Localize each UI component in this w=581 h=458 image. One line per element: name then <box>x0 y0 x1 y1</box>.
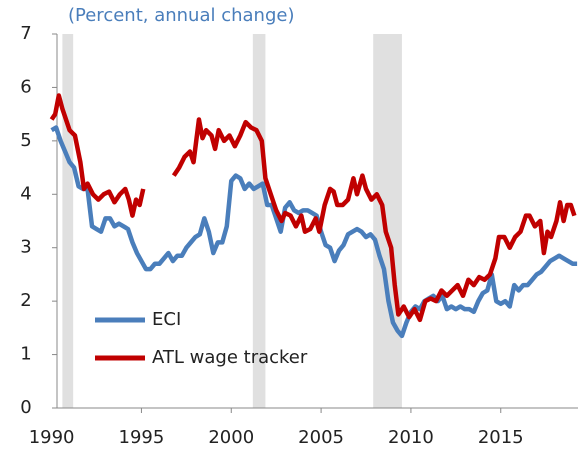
series-line <box>50 125 578 339</box>
legend-label: ATL wage tracker <box>152 347 308 368</box>
y-tick-label: 4 <box>20 183 31 204</box>
x-tick-label: 2010 <box>388 427 434 448</box>
chart-title: (Percent, annual change) <box>68 5 294 26</box>
series-line <box>171 117 577 323</box>
x-tick-label: 2005 <box>298 427 344 448</box>
legend-label: ECI <box>152 309 181 330</box>
y-tick-label: 6 <box>20 76 31 97</box>
x-tick-label: 1990 <box>29 427 75 448</box>
series-line <box>49 93 146 218</box>
recession-band <box>373 34 402 408</box>
x-tick-label: 2000 <box>208 427 254 448</box>
x-tick-label: 1995 <box>119 427 165 448</box>
recession-band <box>62 34 74 408</box>
y-tick-label: 5 <box>20 130 31 151</box>
y-tick-label: 3 <box>20 237 31 258</box>
x-tick-label: 2015 <box>478 427 524 448</box>
y-tick-label: 2 <box>20 290 31 311</box>
y-tick-label: 0 <box>20 397 31 418</box>
y-tick-label: 7 <box>20 23 31 44</box>
y-tick-label: 1 <box>20 344 31 365</box>
